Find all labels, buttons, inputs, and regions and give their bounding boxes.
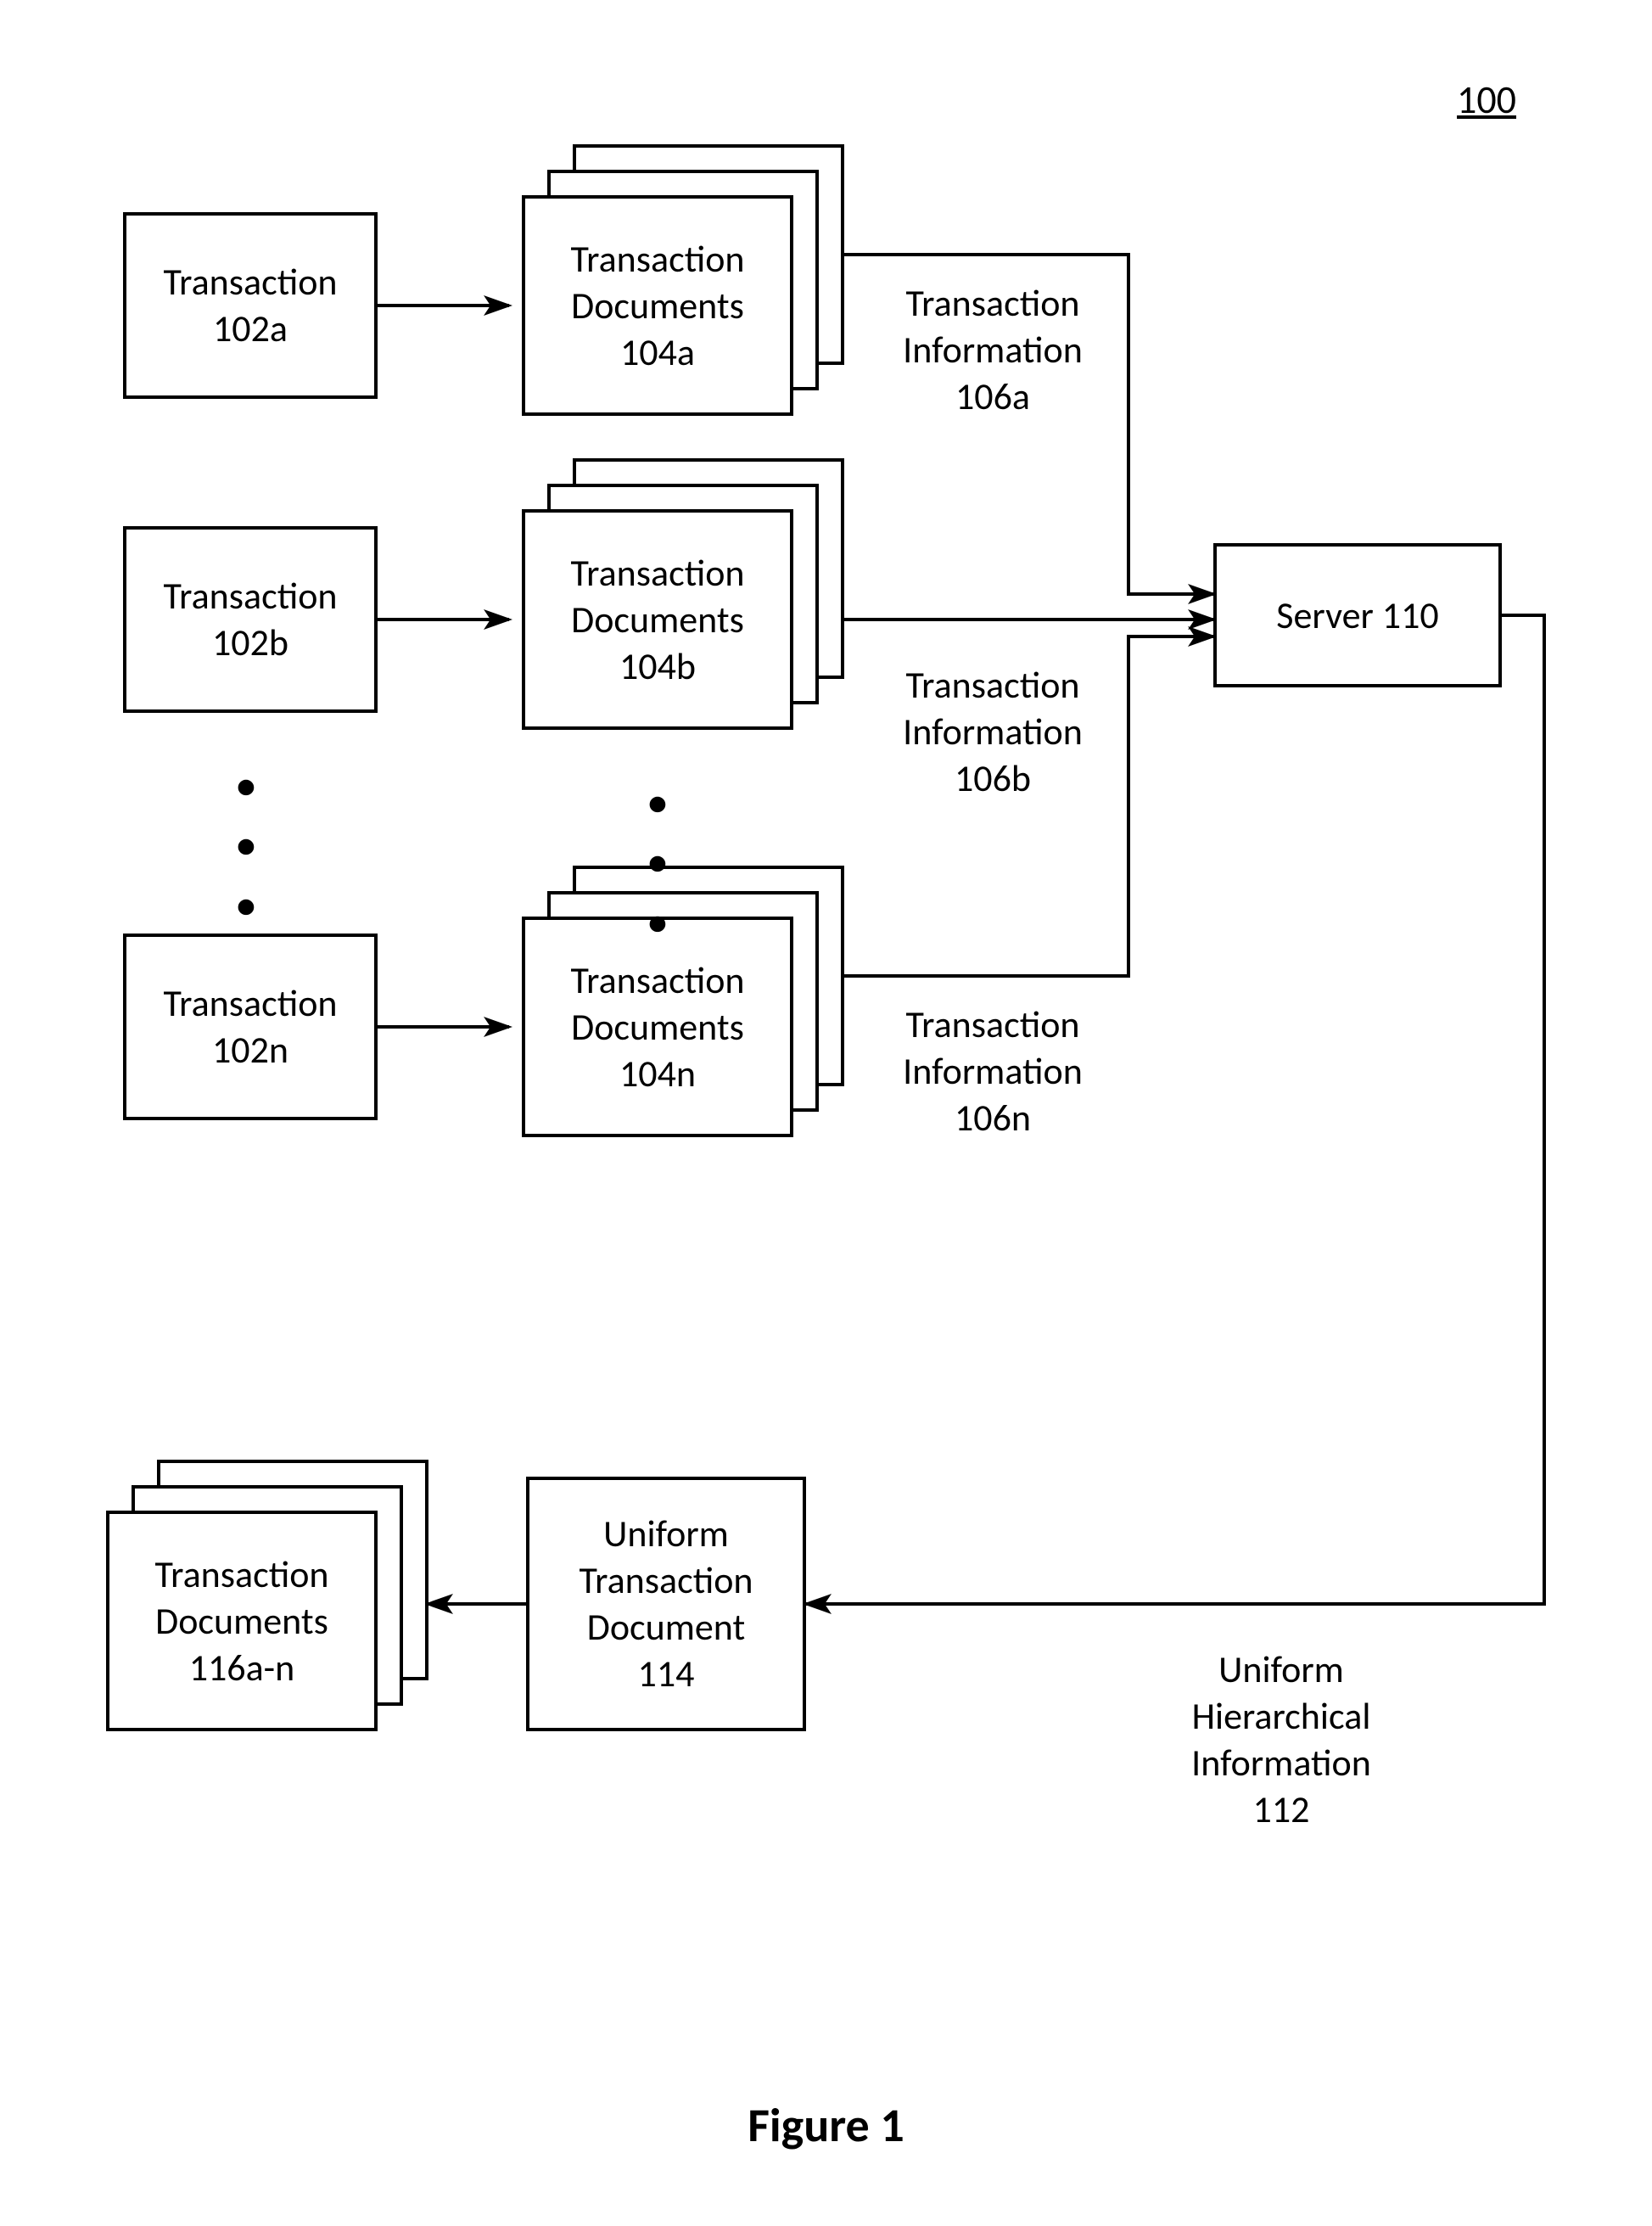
node-server-110: Server 110 (1213, 543, 1502, 687)
node-text: Transaction (163, 573, 337, 620)
node-text: Server 110 (1276, 592, 1438, 639)
node-text: Documents (570, 1004, 744, 1051)
node-text: 102b (163, 620, 337, 666)
edge-label-info-106n: Transaction Information 106n (865, 1001, 1120, 1141)
node-text: Documents (570, 597, 744, 643)
label-text: Information (1137, 1740, 1425, 1786)
node-transaction-102b: Transaction 102b (123, 526, 378, 713)
node-text: 104n (570, 1051, 744, 1097)
figure-caption: Figure 1 (0, 2096, 1652, 2156)
node-documents-116: Transaction Documents 116a-n (106, 1511, 378, 1731)
node-text: Transaction (163, 980, 337, 1027)
label-text: 106n (865, 1095, 1120, 1141)
figure-number: 100 (1457, 76, 1516, 126)
node-transaction-102n: Transaction 102n (123, 934, 378, 1120)
label-text: Information (865, 327, 1120, 373)
node-text: 116a-n (154, 1645, 328, 1691)
node-text: 104a (570, 329, 744, 376)
ellipsis-dots: • • • (641, 772, 675, 951)
node-text: Documents (570, 283, 744, 329)
node-text: Transaction (163, 259, 337, 306)
diagram-canvas: 100 Transaction 102a Transaction 102b Tr… (0, 0, 1652, 2226)
node-text: Transaction (570, 957, 744, 1004)
node-documents-104b: Transaction Documents 104b (522, 509, 793, 730)
label-text: 112 (1137, 1786, 1425, 1833)
label-text: Hierarchical (1137, 1693, 1425, 1740)
node-text: Transaction (579, 1557, 753, 1604)
ellipsis-dots: • • • (229, 755, 263, 934)
node-documents-104a: Transaction Documents 104a (522, 195, 793, 416)
node-uniform-transaction-document-114: Uniform Transaction Document 114 (526, 1477, 806, 1731)
node-text: Transaction (570, 550, 744, 597)
node-text: Transaction (570, 236, 744, 283)
node-text: Transaction (154, 1551, 328, 1598)
label-text: Information (865, 1048, 1120, 1095)
label-text: Information (865, 709, 1120, 755)
node-text: 104b (570, 643, 744, 690)
label-text: 106a (865, 373, 1120, 420)
node-transaction-102a: Transaction 102a (123, 212, 378, 399)
label-text: Transaction (865, 662, 1120, 709)
label-text: Transaction (865, 1001, 1120, 1048)
node-text: 114 (579, 1651, 753, 1697)
edge-label-info-106a: Transaction Information 106a (865, 280, 1120, 420)
node-text: 102n (163, 1027, 337, 1074)
label-text: Transaction (865, 280, 1120, 327)
edge-label-uhi-112: Uniform Hierarchical Information 112 (1137, 1646, 1425, 1833)
node-text: Documents (154, 1598, 328, 1645)
label-text: Uniform (1137, 1646, 1425, 1693)
label-text: 106b (865, 755, 1120, 802)
edge-label-info-106b: Transaction Information 106b (865, 662, 1120, 802)
node-text: 102a (163, 306, 337, 352)
node-text: Uniform (579, 1511, 753, 1557)
node-text: Document (579, 1604, 753, 1651)
